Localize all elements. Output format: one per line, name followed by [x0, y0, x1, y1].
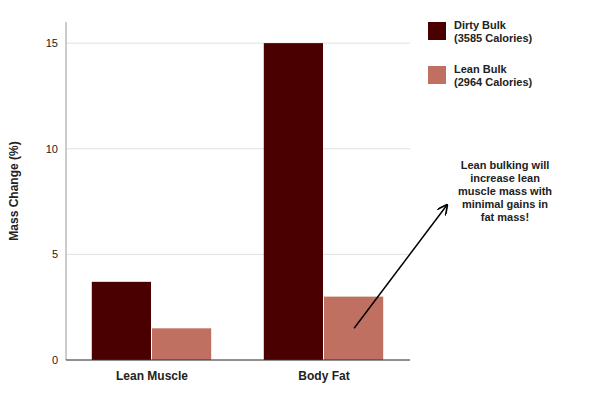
grid-line [66, 254, 410, 255]
text-line: fat mass! [481, 211, 529, 223]
bar [92, 282, 151, 360]
grid-line [66, 360, 410, 361]
legend: Dirty Bulk(3585 Calories) Lean Bulk(2964 … [428, 19, 533, 88]
bar [324, 297, 383, 360]
y-axis-line [66, 22, 67, 360]
legend-swatch [428, 22, 446, 40]
y-tick-label: 0 [52, 354, 58, 366]
text-line: Lean bulking will [461, 159, 550, 171]
legend-label: Dirty Bulk(3585 Calories) [454, 19, 533, 44]
grid-line [66, 148, 410, 149]
text-line: muscle mass with [458, 185, 552, 197]
y-axis-label: Mass Change (%) [7, 141, 21, 240]
annotation: Lean bulking willincrease leanmuscle mas… [354, 159, 552, 328]
y-tick-label: 5 [52, 248, 58, 260]
legend-label: Lean Bulk(2964 Calories) [454, 63, 533, 88]
text-line: Dirty Bulk [454, 19, 507, 31]
bar [264, 43, 323, 360]
text-line: increase lean [470, 172, 540, 184]
bars [92, 43, 383, 360]
text-line: (3585 Calories) [454, 32, 533, 44]
bar [152, 328, 211, 360]
y-tick-label: 15 [46, 37, 58, 49]
grid-line [66, 43, 410, 44]
chart: 0 5 10 15 Mass Change (%) Lean Muscle Body Fat… [0, 0, 600, 400]
annotation-text: Lean bulking willincrease leanmuscle mas… [458, 159, 552, 223]
text-line: minimal gains in [462, 198, 548, 210]
text-line: Lean Bulk [454, 63, 507, 75]
x-tick-label: Body Fat [298, 369, 349, 383]
text-line: (2964 Calories) [454, 76, 533, 88]
y-tick-label: 10 [46, 143, 58, 155]
legend-swatch [428, 66, 446, 84]
x-axis-line [66, 359, 410, 360]
annotation-arrow [354, 205, 447, 328]
x-tick-label: Lean Muscle [116, 369, 188, 383]
grid [66, 43, 410, 360]
